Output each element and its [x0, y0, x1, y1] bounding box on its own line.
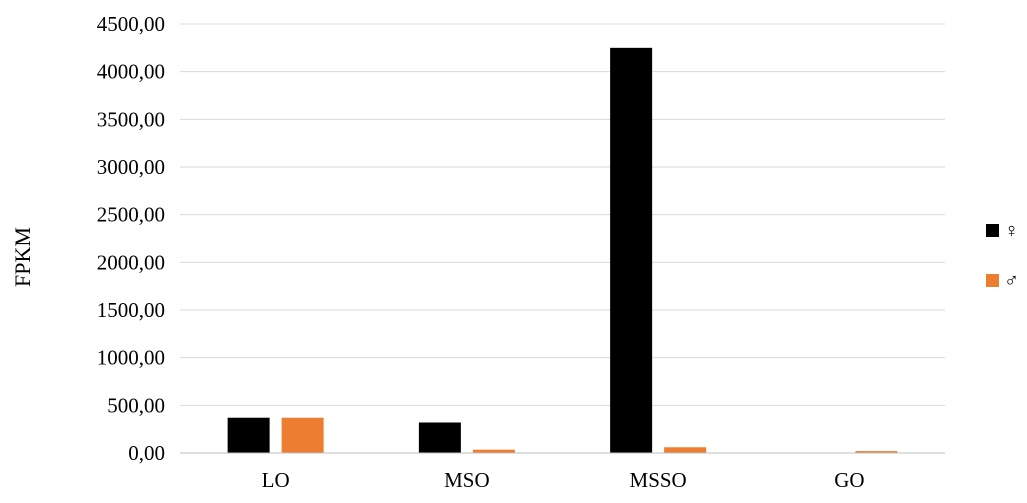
axes: 0,00 500,00 1000,00 1500,00 2000,00 2500,00 30…	[97, 12, 945, 492]
y-tick-label: 4500,00	[97, 12, 165, 36]
gridlines	[180, 23, 945, 406]
bars	[227, 47, 898, 453]
x-tick-label: GO	[834, 468, 864, 492]
y-tick-label: 1500,00	[97, 298, 165, 322]
legend: ♀♂	[986, 220, 1019, 292]
bar-male-go	[855, 451, 898, 453]
y-tick-label: 4000,00	[97, 60, 165, 84]
x-tick-label: MSSO	[630, 468, 687, 492]
y-axis-label: FPKM	[10, 227, 35, 287]
y-tick-label: 500,00	[107, 393, 165, 417]
y-tick-label: 1000,00	[97, 346, 165, 370]
bar-female-msso	[610, 47, 653, 453]
x-tick-label: MSO	[444, 468, 490, 492]
y-tick-label: 2500,00	[97, 203, 165, 227]
bar-female-mso	[418, 422, 461, 453]
bar-male-lo	[281, 417, 324, 453]
y-tick-label: 0,00	[128, 441, 165, 465]
legend-swatch-male	[986, 274, 999, 287]
bar-male-msso	[664, 447, 707, 453]
legend-label-male: ♂	[1004, 270, 1019, 292]
legend-swatch-female	[986, 224, 999, 237]
x-tick-label: LO	[262, 468, 290, 492]
y-tick-label: 2000,00	[97, 250, 165, 274]
bar-male-mso	[472, 449, 515, 453]
y-tick-label: 3000,00	[97, 155, 165, 179]
y-tick-label: 3500,00	[97, 107, 165, 131]
bar-female-lo	[227, 417, 270, 453]
legend-label-female: ♀	[1004, 220, 1019, 242]
